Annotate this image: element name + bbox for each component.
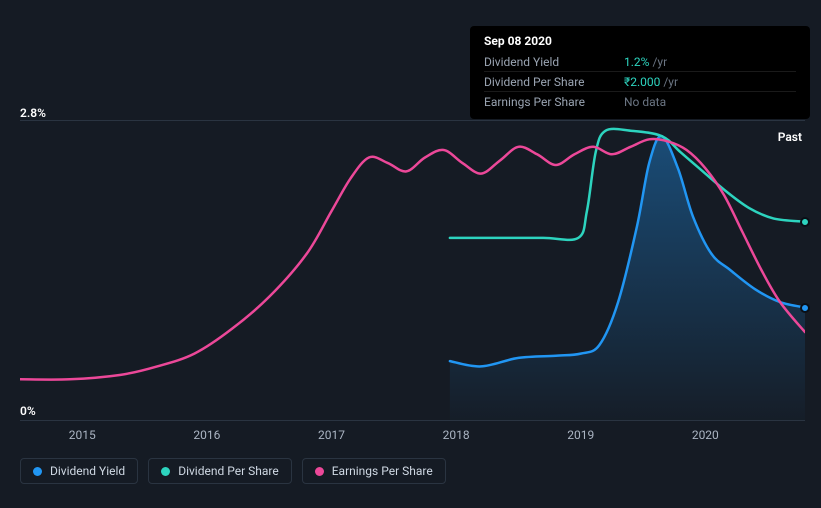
legend-item-earnings-per-share[interactable]: Earnings Per Share <box>302 458 446 484</box>
x-axis-label: 2017 <box>318 428 345 442</box>
series-end-marker-dividend-yield <box>800 303 810 313</box>
x-axis-label: 2015 <box>69 428 96 442</box>
x-axis-label: 2016 <box>193 428 220 442</box>
legend-dot-icon <box>33 467 42 476</box>
tooltip-row-label: Earnings Per Share <box>484 93 624 111</box>
chart-plot-area[interactable] <box>20 120 805 420</box>
tooltip-row-value: No data <box>624 93 666 111</box>
legend-dot-icon <box>315 467 324 476</box>
legend-item-dividend-yield[interactable]: Dividend Yield <box>20 458 138 484</box>
legend-item-dividend-per-share[interactable]: Dividend Per Share <box>148 458 292 484</box>
tooltip-row: Dividend Per Share₹2.000/yr <box>484 71 796 91</box>
tooltip-row: Dividend Yield1.2%/yr <box>484 52 796 71</box>
tooltip-row-value: 1.2%/yr <box>624 53 667 71</box>
tooltip-date: Sep 08 2020 <box>484 34 796 48</box>
legend-label: Dividend Yield <box>50 464 125 478</box>
series-line-dividend-per-share <box>450 129 805 240</box>
y-axis-label-max: 2.8% <box>20 106 46 120</box>
tooltip-row-label: Dividend Per Share <box>484 73 624 91</box>
legend-label: Earnings Per Share <box>332 464 433 478</box>
legend-label: Dividend Per Share <box>178 464 279 478</box>
series-end-marker-dividend-per-share <box>800 217 810 227</box>
x-axis-label: 2020 <box>692 428 719 442</box>
legend-dot-icon <box>161 467 170 476</box>
tooltip-row: Earnings Per ShareNo data <box>484 91 796 111</box>
tooltip-row-value: ₹2.000/yr <box>624 73 678 91</box>
gridline-bottom <box>20 420 805 421</box>
x-axis-label: 2018 <box>443 428 470 442</box>
legend: Dividend Yield Dividend Per Share Earnings… <box>20 458 446 484</box>
series-fill-dividend-yield <box>450 136 805 420</box>
hover-tooltip: Sep 08 2020 Dividend Yield1.2%/yrDividen… <box>470 26 810 119</box>
tooltip-row-label: Dividend Yield <box>484 53 624 71</box>
chart-container: Sep 08 2020 Dividend Yield1.2%/yrDividen… <box>20 20 805 440</box>
x-axis-label: 2019 <box>567 428 594 442</box>
